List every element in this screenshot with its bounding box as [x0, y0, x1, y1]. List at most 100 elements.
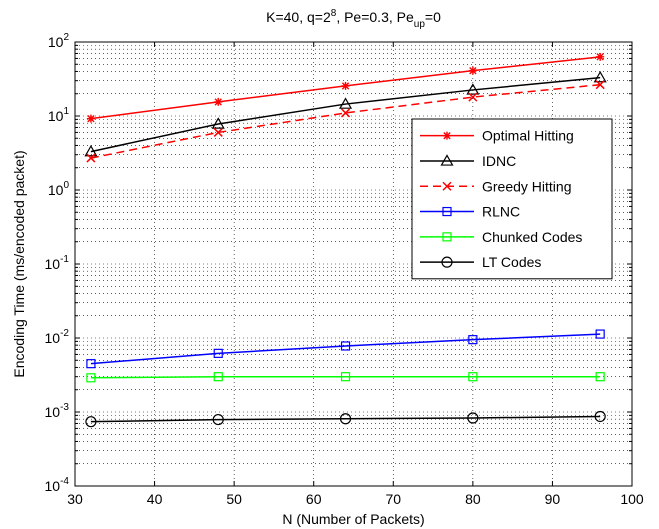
- data-point-greedy-hitting: [595, 80, 605, 90]
- series-chunked-codes: [86, 372, 605, 383]
- y-tick-base: 10: [45, 478, 61, 494]
- x-tick-label: 100: [620, 491, 644, 507]
- x-tick-label: 60: [306, 491, 322, 507]
- x-tick-label: 70: [385, 491, 401, 507]
- title-q-exponent: 8: [331, 8, 337, 19]
- series-greedy-hitting: [86, 80, 605, 163]
- legend-marker: [442, 232, 452, 242]
- legend-entry-rlnc: RLNC: [420, 204, 520, 220]
- y-tick-base: 10: [45, 404, 61, 420]
- x-tick-label: 30: [67, 491, 83, 507]
- y-tick-exponent: 0: [63, 180, 69, 191]
- data-point-lt-codes: [85, 416, 97, 428]
- series-rlnc: [86, 329, 605, 369]
- y-tick-exponent: -4: [60, 476, 69, 487]
- data-point-rlnc: [468, 335, 478, 345]
- legend-marker: [442, 181, 452, 191]
- legend-marker: [443, 131, 451, 140]
- y-tick-exponent: 1: [63, 106, 69, 117]
- data-point-optimal-hitting: [86, 114, 95, 123]
- series-line-lt-codes: [90, 415, 601, 423]
- series-line-idnc: [90, 76, 601, 153]
- x-tick-label: 90: [545, 491, 561, 507]
- x-tick-label: 50: [226, 491, 242, 507]
- legend-marker: [441, 256, 453, 268]
- legend-entry-greedy-hitting: Greedy Hitting: [420, 178, 571, 194]
- legend-label: Chunked Codes: [482, 229, 582, 245]
- title-subscript: up: [414, 19, 426, 30]
- data-point-lt-codes: [594, 410, 606, 423]
- data-point-optimal-hitting: [468, 66, 477, 75]
- y-tick-exponent: -2: [60, 328, 69, 339]
- series-lt-codes: [85, 410, 606, 428]
- y-tick-exponent: 2: [63, 32, 69, 43]
- y-tick-base: 10: [45, 330, 61, 346]
- title-middle: , Pe=0.3, Pe: [336, 9, 414, 25]
- x-tick-label: 80: [465, 491, 481, 507]
- data-point-chunked-codes: [340, 372, 351, 382]
- y-tick-base: 10: [48, 34, 64, 50]
- y-tick-base: 10: [48, 182, 64, 198]
- legend-entry-optimal-hitting: Optimal Hitting: [420, 128, 574, 144]
- data-point-greedy-hitting: [86, 153, 96, 163]
- legend-marker: [442, 206, 452, 217]
- data-point-idnc: [339, 97, 353, 109]
- data-point-idnc: [466, 83, 480, 95]
- legend: Optimal Hitting IDNC Greedy Hitting RLNC Chu…: [411, 118, 613, 280]
- series-idnc: [84, 70, 607, 157]
- legend-label: LT Codes: [482, 254, 541, 270]
- legend-label: IDNC: [482, 153, 516, 169]
- y-axis-label: Encoding Time (ms/encoded packet): [11, 150, 27, 377]
- data-point-lt-codes: [467, 412, 479, 424]
- data-point-chunked-codes: [468, 372, 478, 382]
- data-point-chunked-codes: [86, 373, 96, 383]
- series-line-chunked-codes: [90, 375, 601, 379]
- data-point-lt-codes: [212, 413, 224, 426]
- data-point-idnc: [84, 144, 98, 157]
- axis-ticks: 30 40 50 60 70 80 90 10010-410-310-210-11001011…: [45, 32, 644, 507]
- chart-title: K=40, q=28, Pe=0.3, Peup=0: [266, 8, 441, 30]
- data-point-idnc: [211, 117, 225, 129]
- legend-entry-chunked-codes: Chunked Codes: [420, 229, 582, 245]
- series-layer: [84, 52, 607, 428]
- y-tick-label: 10-2: [45, 328, 70, 346]
- title-prefix: K=40, q=2: [266, 9, 331, 25]
- y-tick-label: 10-1: [45, 254, 70, 272]
- y-tick-label: 102: [48, 32, 70, 50]
- data-point-greedy-hitting: [468, 92, 478, 102]
- y-tick-exponent: -3: [60, 402, 69, 413]
- y-tick-base: 10: [48, 108, 64, 124]
- y-tick-label: 100: [48, 180, 70, 198]
- legend-box: [411, 118, 613, 280]
- data-point-optimal-hitting: [341, 81, 350, 90]
- legend-marker: [440, 154, 454, 166]
- data-point-rlnc: [213, 348, 223, 358]
- data-point-idnc: [593, 70, 607, 83]
- data-point-optimal-hitting: [214, 97, 223, 106]
- series-optimal-hitting: [86, 52, 605, 123]
- data-point-lt-codes: [339, 413, 352, 425]
- legend-label: Optimal Hitting: [482, 128, 574, 144]
- data-point-rlnc: [340, 341, 351, 351]
- series-line-rlnc: [90, 333, 601, 365]
- y-tick-base: 10: [45, 256, 61, 272]
- data-point-chunked-codes: [213, 372, 223, 382]
- title-suffix: =0: [425, 9, 441, 25]
- y-tick-label: 10-4: [45, 476, 70, 494]
- data-point-rlnc: [86, 359, 96, 369]
- series-line-greedy-hitting: [90, 83, 601, 159]
- legend-label: RLNC: [482, 204, 520, 220]
- data-point-greedy-hitting: [341, 108, 351, 118]
- y-tick-exponent: -1: [60, 254, 69, 265]
- data-point-rlnc: [595, 329, 605, 339]
- x-tick-label: 40: [147, 491, 163, 507]
- y-tick-label: 101: [48, 106, 70, 124]
- data-point-greedy-hitting: [213, 127, 223, 137]
- legend-label: Greedy Hitting: [482, 178, 571, 194]
- y-tick-label: 10-3: [45, 402, 70, 420]
- data-point-optimal-hitting: [596, 52, 605, 61]
- data-point-chunked-codes: [595, 372, 605, 382]
- legend-entry-lt-codes: LT Codes: [420, 254, 541, 270]
- x-axis-label: N (Number of Packets): [282, 511, 424, 527]
